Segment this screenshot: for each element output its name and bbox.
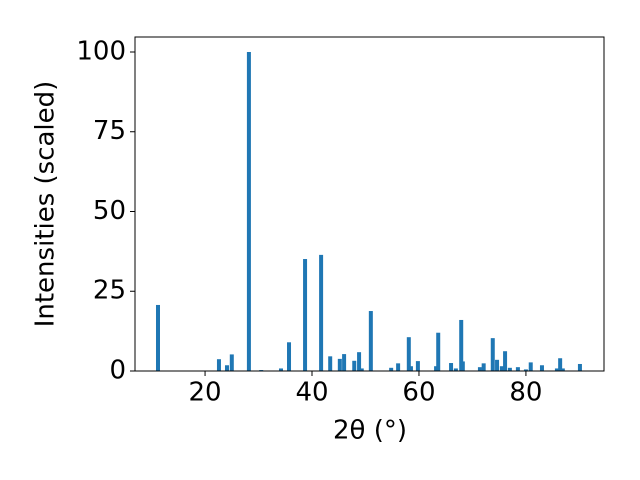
bar xyxy=(216,359,221,371)
bar xyxy=(224,365,229,371)
bar xyxy=(155,304,160,371)
bar xyxy=(554,368,559,371)
bar xyxy=(406,337,411,371)
bar xyxy=(328,356,333,371)
bar xyxy=(453,368,458,371)
plot-frame xyxy=(134,36,605,372)
x-tick-label: 60 xyxy=(402,378,435,408)
bar xyxy=(490,338,495,371)
bar xyxy=(481,363,486,371)
y-axis-label: Intensities (scaled) xyxy=(31,81,61,328)
bar xyxy=(577,363,582,371)
bar xyxy=(515,367,520,371)
y-tick-label: 0 xyxy=(109,356,126,386)
bar xyxy=(436,332,441,371)
bar xyxy=(408,366,413,371)
bar xyxy=(337,358,342,371)
bar xyxy=(246,51,251,371)
bar xyxy=(303,259,308,371)
bar xyxy=(319,254,324,371)
bar xyxy=(368,311,373,371)
bar xyxy=(523,369,528,371)
x-axis-label: 2θ (°) xyxy=(333,416,407,446)
y-tick-label: 50 xyxy=(93,196,126,226)
bar xyxy=(495,359,500,371)
bar xyxy=(389,367,394,371)
bar xyxy=(539,365,544,371)
x-tick-label: 40 xyxy=(295,378,328,408)
bar xyxy=(415,361,420,371)
bar xyxy=(499,366,504,371)
bar xyxy=(359,368,364,371)
bar xyxy=(287,342,292,371)
x-tick-label: 20 xyxy=(189,378,222,408)
bar xyxy=(460,361,465,371)
y-tick-label: 25 xyxy=(93,276,126,306)
bar xyxy=(434,366,439,371)
bar xyxy=(459,319,464,371)
bar xyxy=(352,360,357,371)
y-tick-label: 75 xyxy=(93,116,126,146)
bar xyxy=(357,352,362,371)
bar xyxy=(477,367,482,371)
bar xyxy=(558,358,563,371)
y-tick-label: 100 xyxy=(76,36,126,66)
bar xyxy=(278,368,283,371)
bar xyxy=(449,363,454,371)
bar xyxy=(560,368,565,371)
bar xyxy=(528,362,533,371)
bar xyxy=(396,363,401,371)
bar xyxy=(342,354,347,371)
bar xyxy=(229,354,234,371)
x-tick-label: 80 xyxy=(509,378,542,408)
bar xyxy=(503,351,508,371)
bar xyxy=(507,367,512,371)
